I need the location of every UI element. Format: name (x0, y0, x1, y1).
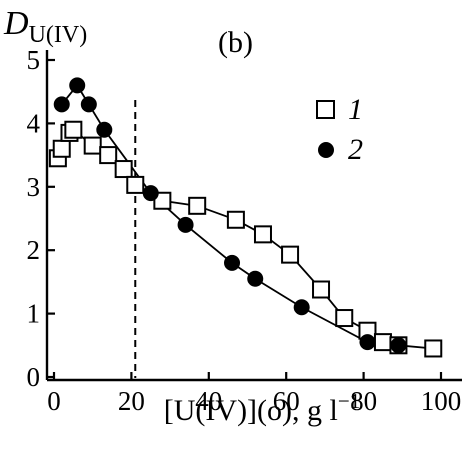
legend-label-series-2: 2 (348, 133, 363, 166)
series-2-point (53, 96, 70, 113)
series-2-point (96, 121, 113, 138)
y-tick-label: 4 (27, 108, 41, 138)
series-1-point (312, 280, 331, 299)
y-tick-labels: 0 1 2 3 4 5 (27, 45, 41, 392)
series-1-point (373, 333, 392, 352)
x-tick-label: 0 (47, 386, 61, 416)
series-1-point (99, 146, 118, 165)
y-tick-label: 5 (27, 45, 41, 75)
legend-label-series-1: 1 (348, 93, 363, 126)
y-axis-label-subscript: U(IV) (29, 22, 88, 48)
x-axis-label-superscript: −1 (338, 389, 360, 413)
curves (57, 83, 434, 350)
axes (45, 50, 462, 382)
y-axis-label: DU(IV) (3, 5, 87, 48)
series-2-point (80, 96, 97, 113)
panel-label: (b) (218, 26, 253, 59)
series-1-point (424, 339, 443, 358)
x-tick-labels: 0 20 40 60 80 100 (47, 386, 461, 416)
series-2-point (142, 185, 159, 202)
ticks (47, 58, 443, 380)
series-1-point (114, 160, 133, 179)
series-2-point (177, 216, 194, 233)
x-tick-label: 80 (350, 386, 377, 416)
series-1-point (281, 245, 300, 264)
y-tick-label: 2 (27, 235, 41, 265)
x-axis-label-main: [U(IV)](o), g l (164, 394, 338, 427)
series-2-point (359, 334, 376, 351)
legend-marker-series-1 (316, 100, 335, 119)
series-2-point (224, 254, 241, 271)
y-tick-label: 0 (27, 362, 41, 392)
legend-marker-series-2 (318, 142, 334, 158)
x-axis-label: [U(IV)](o), g l−1 (164, 389, 360, 427)
series-2-point (293, 299, 310, 316)
x-tick-label: 20 (118, 386, 145, 416)
y-tick-label: 3 (27, 172, 41, 202)
series-1-point (153, 191, 172, 210)
series-1-point (226, 210, 245, 229)
x-tick-label: 60 (273, 386, 300, 416)
y-tick-label: 1 (27, 299, 41, 329)
series-1-point (52, 139, 71, 158)
series-2-point (69, 77, 86, 94)
series-2-point (247, 270, 264, 287)
series-1-point (83, 136, 102, 155)
series-1-point (126, 175, 145, 194)
series-1-point (335, 309, 354, 328)
series-1-point (188, 196, 207, 215)
series-1-point (253, 225, 272, 244)
y-axis-label-main: D (3, 5, 29, 42)
legend: 1 2 (316, 93, 363, 166)
series-2-point (390, 337, 407, 354)
markers (48, 77, 443, 358)
series-1-point (64, 120, 83, 139)
x-tick-label: 40 (195, 386, 222, 416)
x-tick-label: 100 (421, 386, 462, 416)
